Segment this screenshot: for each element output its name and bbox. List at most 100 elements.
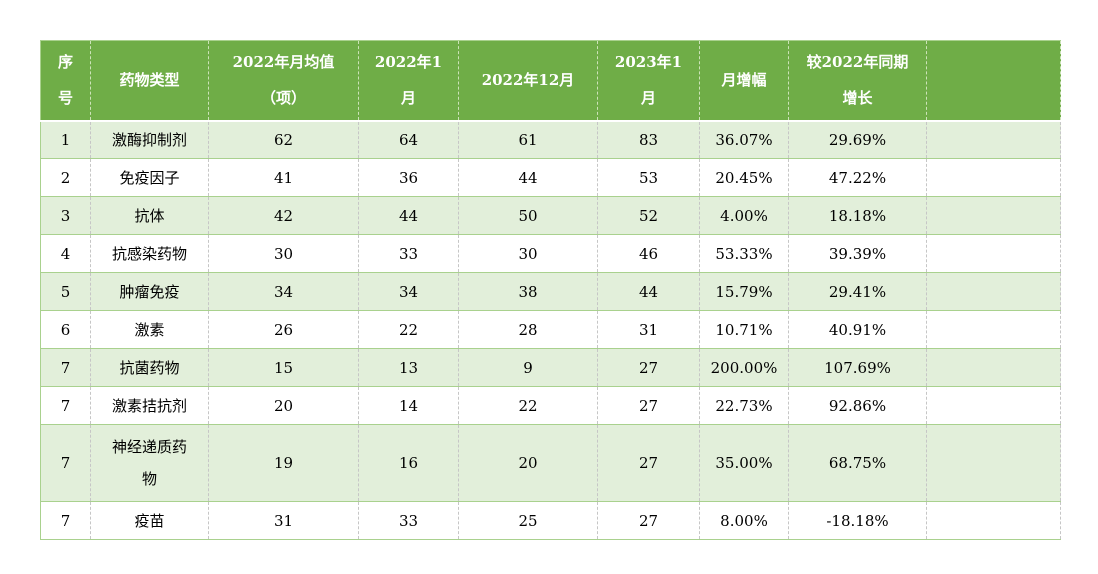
cell-serial: 4 <box>40 234 91 273</box>
cell-yoy-growth: 107.69% <box>788 348 927 387</box>
cell-serial: 7 <box>40 501 91 540</box>
cell-drug-type: 肿瘤免疫 <box>90 272 209 311</box>
cell-avg-2022: 20 <box>208 386 359 425</box>
cell-serial: 6 <box>40 310 91 349</box>
table-body: 1 激酶抑制剂 62 64 61 83 36.07% 29.69% 2 免疫因子… <box>40 120 1061 540</box>
cell-empty <box>926 196 1061 235</box>
cell-jan-2023: 27 <box>597 501 700 540</box>
table-row: 7 神经递质药物 19 16 20 27 35.00% 68.75% <box>40 424 1061 502</box>
cell-serial: 1 <box>40 120 91 159</box>
cell-dec-2022: 28 <box>458 310 598 349</box>
cell-avg-2022: 26 <box>208 310 359 349</box>
cell-jan-2022: 14 <box>358 386 459 425</box>
cell-jan-2023: 83 <box>597 120 700 159</box>
cell-jan-2022: 34 <box>358 272 459 311</box>
cell-yoy-growth: 29.69% <box>788 120 927 159</box>
drug-statistics-table: 序 号 药物类型 2022年月均值 （项） 2022年1 月 2022年12月 … <box>40 40 1061 540</box>
header-row: 序 号 药物类型 2022年月均值 （项） 2022年1 月 2022年12月 … <box>40 40 1061 122</box>
column-header-serial: 序 号 <box>40 40 91 122</box>
cell-mom-growth: 53.33% <box>699 234 789 273</box>
cell-mom-growth: 20.45% <box>699 158 789 197</box>
cell-jan-2022: 33 <box>358 234 459 273</box>
cell-jan-2022: 16 <box>358 424 459 502</box>
cell-avg-2022: 42 <box>208 196 359 235</box>
cell-dec-2022: 50 <box>458 196 598 235</box>
cell-yoy-growth: 47.22% <box>788 158 927 197</box>
cell-avg-2022: 31 <box>208 501 359 540</box>
drug-type-label: 激酶抑制剂 <box>111 130 187 149</box>
cell-drug-type: 免疫因子 <box>90 158 209 197</box>
cell-serial: 7 <box>40 424 91 502</box>
column-header-avg-2022: 2022年月均值 （项） <box>208 40 359 122</box>
column-header-yoy-growth: 较2022年同期 增长 <box>788 40 927 122</box>
cell-jan-2022: 36 <box>358 158 459 197</box>
cell-jan-2023: 31 <box>597 310 700 349</box>
cell-avg-2022: 19 <box>208 424 359 502</box>
cell-jan-2023: 52 <box>597 196 700 235</box>
cell-drug-type: 激素 <box>90 310 209 349</box>
drug-type-label: 抗感染药物 <box>111 244 187 263</box>
cell-empty <box>926 234 1061 273</box>
column-header-dec-2022: 2022年12月 <box>458 40 598 122</box>
table-row: 4 抗感染药物 30 33 30 46 53.33% 39.39% <box>40 234 1061 273</box>
cell-drug-type: 抗体 <box>90 196 209 235</box>
table-row: 3 抗体 42 44 50 52 4.00% 18.18% <box>40 196 1061 235</box>
column-header-drug-type: 药物类型 <box>90 40 209 122</box>
table-row: 6 激素 26 22 28 31 10.71% 40.91% <box>40 310 1061 349</box>
cell-empty <box>926 424 1061 502</box>
drug-type-label: 神经递质药物 <box>111 438 187 488</box>
cell-jan-2023: 53 <box>597 158 700 197</box>
drug-type-label: 免疫因子 <box>119 168 180 187</box>
cell-serial: 3 <box>40 196 91 235</box>
cell-avg-2022: 15 <box>208 348 359 387</box>
drug-type-label: 激素拮抗剂 <box>111 396 187 415</box>
cell-mom-growth: 200.00% <box>699 348 789 387</box>
cell-empty <box>926 272 1061 311</box>
cell-dec-2022: 30 <box>458 234 598 273</box>
cell-mom-growth: 22.73% <box>699 386 789 425</box>
cell-avg-2022: 30 <box>208 234 359 273</box>
cell-avg-2022: 62 <box>208 120 359 159</box>
cell-empty <box>926 120 1061 159</box>
cell-yoy-growth: 18.18% <box>788 196 927 235</box>
cell-dec-2022: 9 <box>458 348 598 387</box>
cell-empty <box>926 386 1061 425</box>
table-row: 2 免疫因子 41 36 44 53 20.45% 47.22% <box>40 158 1061 197</box>
cell-mom-growth: 36.07% <box>699 120 789 159</box>
cell-drug-type: 抗感染药物 <box>90 234 209 273</box>
cell-dec-2022: 44 <box>458 158 598 197</box>
cell-dec-2022: 25 <box>458 501 598 540</box>
cell-jan-2022: 33 <box>358 501 459 540</box>
cell-drug-type: 疫苗 <box>90 501 209 540</box>
cell-empty <box>926 501 1061 540</box>
cell-jan-2022: 22 <box>358 310 459 349</box>
cell-jan-2023: 44 <box>597 272 700 311</box>
cell-avg-2022: 41 <box>208 158 359 197</box>
cell-empty <box>926 158 1061 197</box>
cell-mom-growth: 10.71% <box>699 310 789 349</box>
cell-mom-growth: 4.00% <box>699 196 789 235</box>
drug-type-label: 抗菌药物 <box>119 358 180 377</box>
cell-drug-type: 激酶抑制剂 <box>90 120 209 159</box>
cell-drug-type: 神经递质药物 <box>90 424 209 502</box>
cell-drug-type: 抗菌药物 <box>90 348 209 387</box>
drug-type-label: 激素 <box>134 320 165 339</box>
table-row: 5 肿瘤免疫 34 34 38 44 15.79% 29.41% <box>40 272 1061 311</box>
cell-yoy-growth: 39.39% <box>788 234 927 273</box>
drug-type-label: 抗体 <box>134 206 165 225</box>
cell-drug-type: 激素拮抗剂 <box>90 386 209 425</box>
cell-dec-2022: 20 <box>458 424 598 502</box>
cell-empty <box>926 310 1061 349</box>
cell-avg-2022: 34 <box>208 272 359 311</box>
table-row: 1 激酶抑制剂 62 64 61 83 36.07% 29.69% <box>40 120 1061 159</box>
table-row: 7 激素拮抗剂 20 14 22 27 22.73% 92.86% <box>40 386 1061 425</box>
cell-jan-2023: 27 <box>597 424 700 502</box>
drug-type-label: 疫苗 <box>134 511 165 530</box>
cell-yoy-growth: -18.18% <box>788 501 927 540</box>
cell-empty <box>926 348 1061 387</box>
cell-jan-2023: 46 <box>597 234 700 273</box>
cell-yoy-growth: 68.75% <box>788 424 927 502</box>
cell-serial: 5 <box>40 272 91 311</box>
cell-jan-2023: 27 <box>597 348 700 387</box>
cell-dec-2022: 61 <box>458 120 598 159</box>
